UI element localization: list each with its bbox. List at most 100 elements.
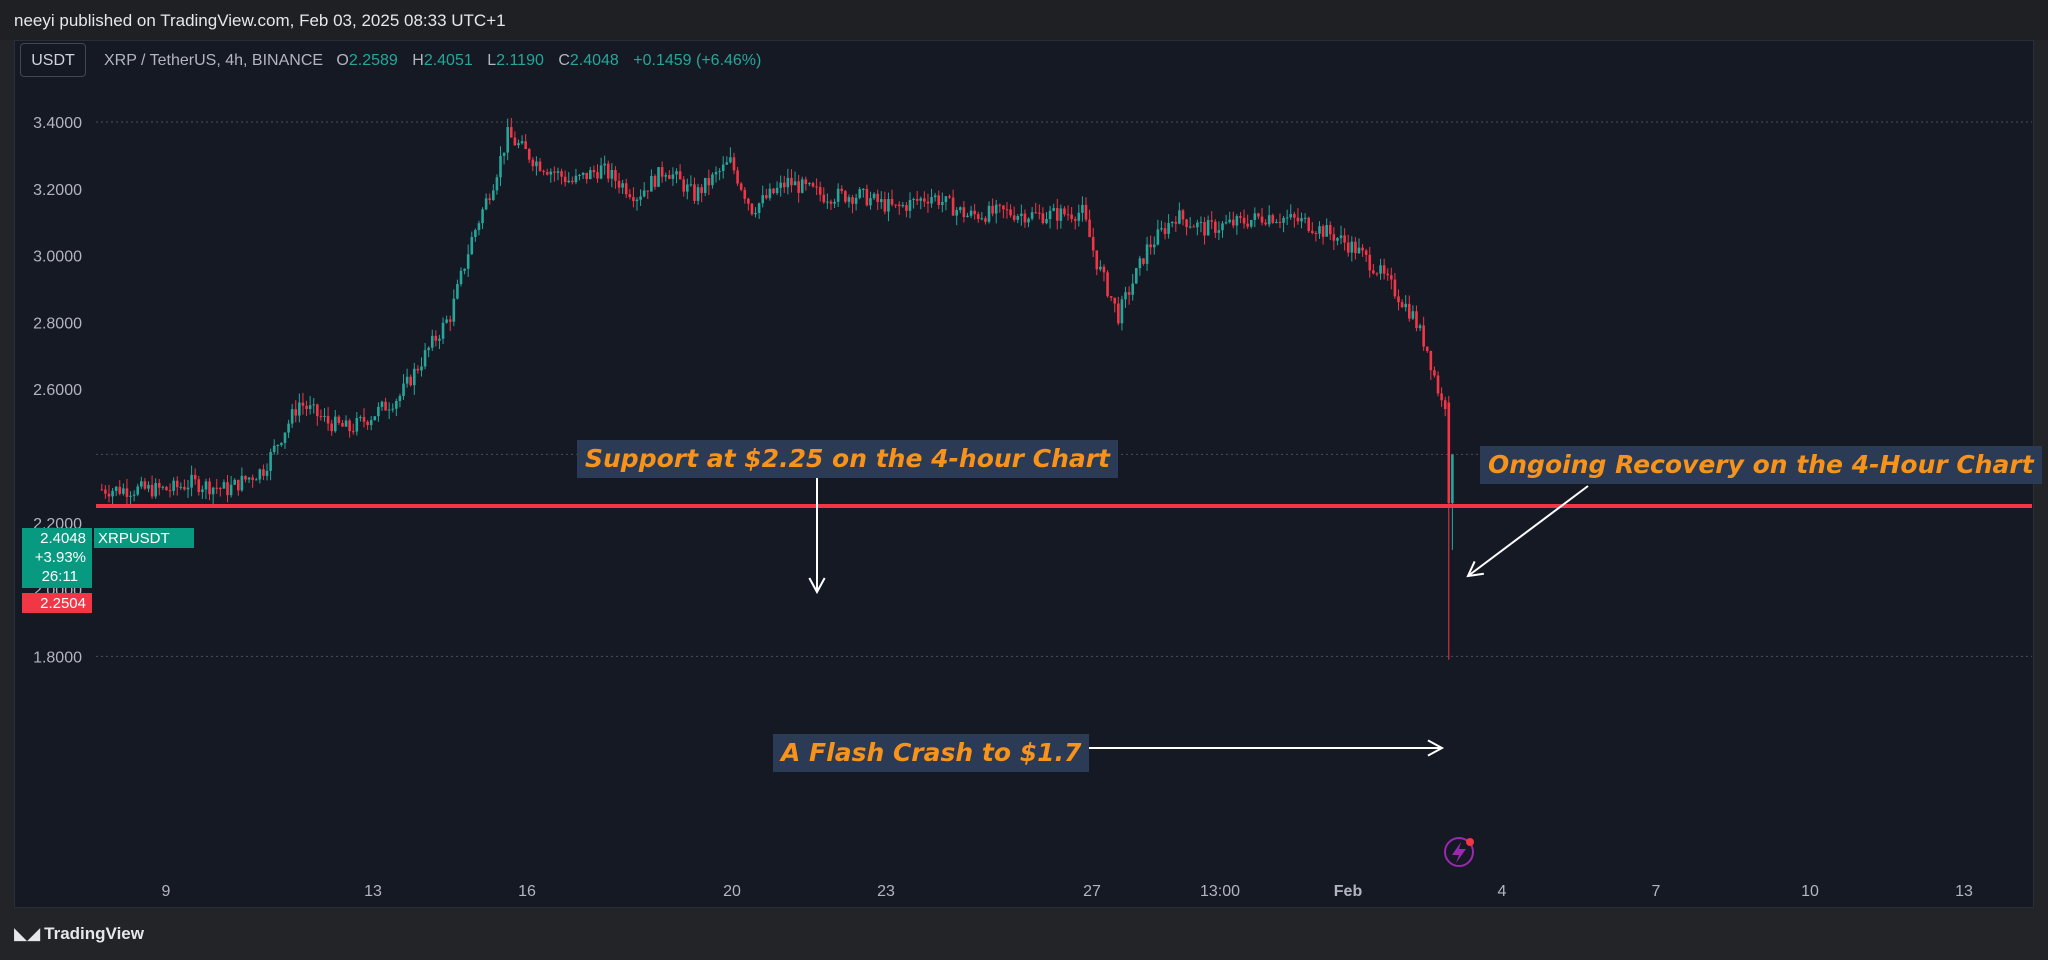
candle-body xyxy=(1181,210,1185,220)
candle-body xyxy=(1285,217,1289,219)
candle-body xyxy=(1242,217,1246,224)
candle-body xyxy=(1235,216,1239,226)
tradingview-logo[interactable]: ◣◢ TradingView xyxy=(14,924,144,944)
candle-body xyxy=(1260,216,1264,223)
candle-body xyxy=(222,482,226,489)
candle-body xyxy=(991,205,994,214)
candle-body xyxy=(456,284,459,299)
candle-body xyxy=(226,482,229,496)
candle-body xyxy=(1020,213,1023,217)
candle-body xyxy=(348,420,351,432)
candle-body xyxy=(319,416,323,418)
candle-body xyxy=(984,218,987,222)
candle-body xyxy=(610,169,614,179)
candle-body xyxy=(1163,228,1167,234)
candle-body xyxy=(125,488,129,497)
candle-body xyxy=(912,198,915,201)
legend-low-label: L xyxy=(487,52,497,69)
candle-body xyxy=(366,421,369,426)
candle-body xyxy=(377,406,380,417)
currency-button[interactable]: USDT xyxy=(20,43,86,77)
candle-body xyxy=(1030,212,1034,219)
candle-body xyxy=(754,212,757,215)
candle-body xyxy=(1418,325,1422,329)
candle-body xyxy=(951,197,955,216)
candle-body xyxy=(405,376,409,384)
candle-body xyxy=(1314,233,1318,235)
candle-body xyxy=(671,174,675,179)
candle-body xyxy=(391,408,395,410)
candle-body xyxy=(445,319,448,323)
candle-body xyxy=(333,416,337,432)
candle-body xyxy=(1185,219,1188,228)
candle-body xyxy=(154,482,157,497)
candle-body xyxy=(201,489,204,493)
candle-body xyxy=(560,171,563,177)
candle-body xyxy=(197,479,201,493)
candle-body xyxy=(423,350,427,367)
candle-body xyxy=(1224,222,1228,224)
candle-body xyxy=(1134,268,1138,284)
candle-body xyxy=(1002,205,1005,210)
candle-body xyxy=(359,417,362,419)
candle-body xyxy=(1210,220,1214,222)
candle-body xyxy=(994,204,998,214)
support-annotation[interactable]: Support at $2.25 on the 4-hour Chart xyxy=(577,440,1119,478)
candle-body xyxy=(1012,215,1016,220)
candle-body xyxy=(1433,370,1436,376)
candle-body xyxy=(398,396,402,401)
candle-body xyxy=(596,172,599,179)
candle-body xyxy=(236,479,240,491)
candle-body xyxy=(524,141,527,150)
candle-body xyxy=(632,196,635,202)
lightning-icon[interactable] xyxy=(1444,837,1474,867)
recovery-annotation[interactable]: Ongoing Recovery on the 4-Hour Chart xyxy=(1480,446,2042,484)
candle-body xyxy=(1271,215,1275,223)
candle-body xyxy=(1059,208,1063,221)
candle-body xyxy=(1296,217,1300,222)
candle-body xyxy=(1196,222,1199,228)
candle-body xyxy=(1081,204,1084,213)
candle-body xyxy=(535,161,538,167)
candle-body xyxy=(1156,229,1160,245)
candle-body xyxy=(1382,265,1386,274)
candle-body xyxy=(1375,273,1379,275)
candle-body xyxy=(1149,244,1152,248)
candle-body xyxy=(1038,212,1041,214)
candle-body xyxy=(1429,350,1433,371)
candle-body xyxy=(1282,217,1285,223)
candle-body xyxy=(136,486,140,495)
candle-body xyxy=(1109,296,1113,298)
candle-body xyxy=(1318,226,1321,234)
candle-body xyxy=(1099,266,1102,270)
ticker-label: XRPUSDT xyxy=(98,530,170,547)
candle-body xyxy=(1102,266,1106,273)
x-tick-label: 4 xyxy=(1498,883,1507,900)
candle-body xyxy=(323,415,326,417)
chart-legend: XRP / TetherUS, 4h, BINANCE O2.2589 H2.4… xyxy=(104,52,761,70)
candle-body xyxy=(1206,220,1210,236)
candle-body xyxy=(800,179,804,193)
candle-body xyxy=(1120,299,1124,324)
candle-body xyxy=(229,484,233,496)
candle-body xyxy=(703,177,707,193)
candle-body xyxy=(657,167,660,187)
candle-body xyxy=(1325,225,1328,237)
candle-body xyxy=(448,319,452,322)
candle-body xyxy=(1170,221,1174,224)
candle-body xyxy=(1041,213,1045,224)
candle-body xyxy=(283,432,287,443)
crash-annotation[interactable]: A Flash Crash to $1.7 xyxy=(773,734,1090,772)
candle-body xyxy=(747,198,750,204)
candle-body xyxy=(642,190,646,197)
candle-body xyxy=(215,487,219,489)
candle-body xyxy=(606,163,610,179)
candle-body xyxy=(161,486,165,488)
candle-body xyxy=(1160,228,1163,230)
candle-body xyxy=(1303,217,1307,219)
candle-body xyxy=(736,170,739,184)
candle-body xyxy=(1436,375,1440,394)
candle-body xyxy=(556,171,560,173)
candle-body xyxy=(452,298,456,322)
